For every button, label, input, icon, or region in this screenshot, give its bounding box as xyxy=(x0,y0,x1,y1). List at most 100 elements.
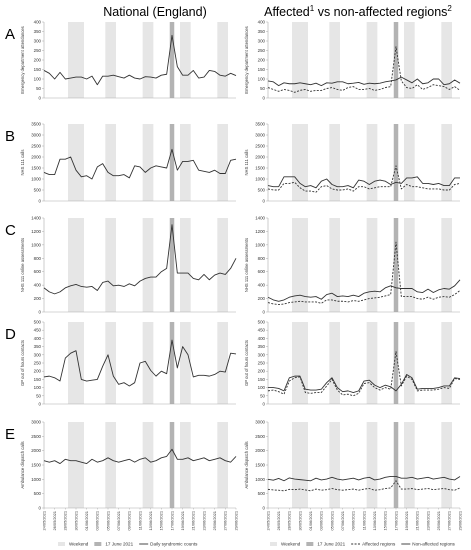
y-tick-label: 200 xyxy=(258,58,266,63)
legend-nonaffected-label: Non-affected regions xyxy=(412,542,455,547)
national-line xyxy=(43,34,237,86)
weekend-band xyxy=(366,124,378,201)
y-tick-label: 50 xyxy=(260,86,265,91)
y-tick-label: 2500 xyxy=(31,144,41,149)
weekend-band xyxy=(68,322,84,404)
x-tick-label: 17/06/2021 xyxy=(169,511,174,530)
y-axis-label: NHS 111 calls xyxy=(20,150,25,176)
x-tick-label: 24/05/2021 xyxy=(41,511,46,530)
y-tick-label: 50 xyxy=(260,393,265,398)
weekend-band xyxy=(105,422,116,508)
y-tick-label: 2000 xyxy=(255,155,265,160)
y-tick-label: 1500 xyxy=(255,166,265,171)
x-tick-label: 11/06/2021 xyxy=(137,511,142,530)
y-tick-label: 3000 xyxy=(31,420,41,425)
legend-weekend-label: Weekend xyxy=(281,542,301,547)
weekend-band xyxy=(404,322,415,404)
event-bar xyxy=(393,422,399,508)
national-line xyxy=(43,148,237,180)
y-tick-label: 3500 xyxy=(255,122,265,127)
weekend-band xyxy=(68,422,84,508)
y-tick-label: 2000 xyxy=(31,155,41,160)
national-line xyxy=(43,224,237,295)
y-tick-label: 0 xyxy=(39,199,42,204)
y-tick-label: 250 xyxy=(34,48,42,53)
x-tick-label: 30/05/2021 xyxy=(297,511,302,530)
affected-line xyxy=(267,241,461,306)
y-tick-label: 0 xyxy=(39,96,42,101)
y-tick-label: 400 xyxy=(34,20,42,25)
weekend-band xyxy=(217,124,228,201)
y-tick-label: 500 xyxy=(34,188,42,193)
weekend-band xyxy=(105,322,116,404)
nonaffected-line xyxy=(268,374,461,393)
y-tick-label: 350 xyxy=(34,29,42,34)
x-tick-label: 23/06/2021 xyxy=(425,511,430,530)
weekend-band xyxy=(292,22,308,98)
y-tick-label: 1000 xyxy=(31,242,41,247)
weekend-band xyxy=(142,218,154,312)
x-tick-label: 25/06/2021 xyxy=(212,511,217,530)
x-tick-label: 29/06/2021 xyxy=(233,511,238,530)
panel-b-regional: 0 500 1000 1500 2000 2500 3000 3500 NHS 111 call… xyxy=(244,122,461,204)
legend-weekend-label: Weekend xyxy=(69,542,89,547)
affected-line xyxy=(267,165,461,193)
y-tick-label: 0 xyxy=(39,506,42,511)
legend-weekend-swatch xyxy=(58,542,65,546)
y-tick-label: 150 xyxy=(258,377,266,382)
x-tick-label: 13/06/2021 xyxy=(148,511,153,530)
y-tick-label: 350 xyxy=(34,344,42,349)
y-tick-label: 2000 xyxy=(255,448,265,453)
weekend-band xyxy=(404,124,415,201)
x-tick-label: 15/06/2021 xyxy=(383,511,388,530)
x-tick-label: 17/06/2021 xyxy=(393,511,398,530)
y-tick-label: 500 xyxy=(258,320,266,325)
y-tick-label: 1000 xyxy=(255,477,265,482)
panel-letter: C xyxy=(5,222,16,239)
x-tick-label: 01/06/2021 xyxy=(84,511,89,530)
x-tick-label: 27/06/2021 xyxy=(223,511,228,530)
weekend-band xyxy=(105,22,116,98)
y-tick-label: 1000 xyxy=(255,177,265,182)
x-tick-label: 29/06/2021 xyxy=(457,511,462,530)
panel-d-national: 0 50 100 150 200 250 300 350 400 450 500 GP out of … xyxy=(20,320,237,407)
legend-event-label: 17 June 2021 xyxy=(317,542,345,547)
y-tick-label: 2500 xyxy=(255,144,265,149)
x-tick-label: 07/06/2021 xyxy=(116,511,121,530)
weekend-band xyxy=(68,218,84,312)
y-axis-label: NHS 111 online assessments xyxy=(244,238,249,292)
nonaffected-line xyxy=(267,476,461,482)
weekend-band xyxy=(404,218,415,312)
event-bar xyxy=(169,422,175,508)
y-tick-label: 0 xyxy=(39,402,42,407)
x-tick-label: 15/06/2021 xyxy=(159,511,164,530)
y-tick-label: 500 xyxy=(34,491,42,496)
panel-letter: E xyxy=(5,426,15,443)
y-tick-label: 300 xyxy=(34,39,42,44)
y-tick-label: 1500 xyxy=(31,166,41,171)
event-bar xyxy=(393,218,399,312)
event-bar xyxy=(169,124,175,201)
weekend-band xyxy=(292,422,308,508)
weekend-band xyxy=(329,322,340,404)
y-tick-label: 450 xyxy=(34,328,42,333)
y-tick-label: 100 xyxy=(258,77,266,82)
y-tick-label: 200 xyxy=(258,369,266,374)
panel-e-regional: 0 500 1000 1500 2000 2500 3000 Ambulance dispat… xyxy=(244,420,462,531)
y-tick-label: 200 xyxy=(34,369,42,374)
legend-daily-label: Daily syndromic counts xyxy=(150,542,198,547)
y-tick-label: 1000 xyxy=(31,477,41,482)
weekend-band xyxy=(329,124,340,201)
x-tick-label: 11/06/2021 xyxy=(361,511,366,530)
y-tick-label: 450 xyxy=(258,328,266,333)
legend-left: Weekend 17 June 2021 Daily syndromic count… xyxy=(58,542,198,547)
weekend-band xyxy=(217,22,228,98)
x-tick-label: 13/06/2021 xyxy=(372,511,377,530)
left-column-title: National (England) xyxy=(103,5,207,19)
y-tick-label: 800 xyxy=(34,256,42,261)
x-tick-label: 21/06/2021 xyxy=(415,511,420,530)
x-tick-label: 19/06/2021 xyxy=(404,511,409,530)
weekend-band xyxy=(329,22,340,98)
x-tick-label: 05/06/2021 xyxy=(105,511,110,530)
x-tick-label: 21/06/2021 xyxy=(191,511,196,530)
